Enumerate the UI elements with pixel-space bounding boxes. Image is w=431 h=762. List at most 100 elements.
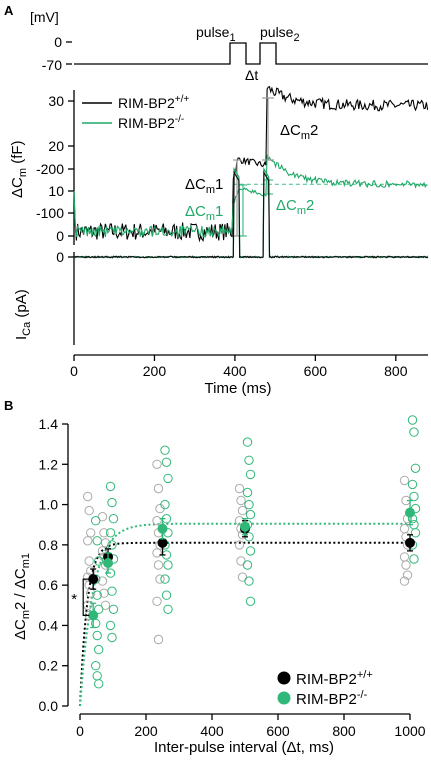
b-raw-point-wt xyxy=(153,560,164,570)
cur-tick-label: 0 xyxy=(56,249,64,265)
current-y-ticks: 0 -100 -200 xyxy=(36,161,74,265)
b-raw-point-wt xyxy=(155,574,165,584)
b-raw-point-wt xyxy=(86,528,96,538)
b-raw-point-wt xyxy=(236,495,246,506)
b-mean-point-ko xyxy=(103,557,114,568)
b-raw-point-ko xyxy=(409,427,419,437)
b-x-tick-label: 800 xyxy=(332,723,356,739)
b-raw-point-ko xyxy=(94,604,104,614)
b-x-tick-label: 0 xyxy=(76,723,84,739)
b-raw-point-ko xyxy=(163,604,173,614)
b-raw-point-ko xyxy=(242,487,253,498)
panel-a-legend: RIM-BP2+/+ RIM-BP2-/- xyxy=(82,94,189,131)
b-raw-point-ko xyxy=(92,536,102,546)
b-y-tick-label: 0.6 xyxy=(39,577,59,593)
voltage-unit-label: [mV] xyxy=(30,9,59,25)
cur-tick-label: -200 xyxy=(36,161,64,177)
b-mean-points xyxy=(88,499,415,629)
b-raw-point-ko xyxy=(107,632,117,643)
cur-tick-label: -100 xyxy=(36,205,64,221)
b-raw-point-ko xyxy=(242,437,253,447)
b-raw-point-wt xyxy=(83,491,93,502)
b-y-tick-label: 1.4 xyxy=(39,416,59,432)
b-raw-point-ko xyxy=(160,574,170,584)
b-fit-wt xyxy=(79,541,410,707)
b-raw-point-wt xyxy=(97,512,108,522)
cap-tick-label: 0 xyxy=(56,228,64,244)
b-raw-point-wt xyxy=(402,570,413,580)
b-raw-points xyxy=(83,415,421,689)
b-raw-point-ko xyxy=(244,576,254,586)
b-raw-point-ko xyxy=(163,560,173,570)
b-legend-wt-marker xyxy=(277,671,291,685)
b-raw-point-ko xyxy=(107,586,117,596)
b-raw-point-ko xyxy=(107,540,117,550)
b-raw-point-ko xyxy=(409,554,419,564)
b-raw-point-ko xyxy=(161,457,172,467)
b-raw-point-ko xyxy=(94,644,104,655)
b-raw-point-wt xyxy=(83,536,93,546)
b-x-tick-label: 600 xyxy=(266,723,290,739)
panel-b-label: B xyxy=(4,398,13,413)
b-raw-point-ko xyxy=(91,516,101,526)
cap-tick-label: 30 xyxy=(48,93,64,109)
b-raw-point-wt xyxy=(97,546,108,556)
b-x-ticks: 0 200 400 600 800 1000 xyxy=(76,714,426,739)
b-x-tick-label: 1000 xyxy=(394,723,425,739)
wt-dcm2-label: ΔCm2 xyxy=(280,122,318,142)
time-x-ticks: 0 200 400 600 800 xyxy=(70,355,408,379)
capacitance-y-label: ΔCm (fF) xyxy=(9,140,29,198)
b-mean-point-ko xyxy=(88,610,99,621)
b-raw-point-ko xyxy=(105,528,116,538)
b-raw-point-wt xyxy=(237,505,248,516)
b-raw-point-wt xyxy=(99,528,109,538)
voltage-tick-0: 0 xyxy=(54,34,62,50)
b-raw-point-ko xyxy=(245,546,256,556)
b-raw-point-wt xyxy=(84,556,94,566)
b-raw-point-wt xyxy=(399,524,410,534)
b-raw-point-ko xyxy=(92,590,102,600)
b-raw-point-ko xyxy=(94,556,104,566)
ko-dcm1-label: ΔCm1 xyxy=(185,203,223,223)
b-raw-point-wt xyxy=(97,576,108,586)
b-raw-point-ko xyxy=(410,463,421,473)
b-legend-wt-label: RIM-BP2+/+ xyxy=(296,669,373,688)
wt-dcm1-label: ΔCm1 xyxy=(185,176,223,196)
b-x-label: Inter-pulse interval (Δt, ms) xyxy=(154,739,334,756)
b-raw-point-ko xyxy=(245,596,256,606)
b-y-tick-label: 0.0 xyxy=(39,698,59,714)
pulse2-label: pulse2 xyxy=(260,24,300,44)
b-raw-point-wt xyxy=(399,552,410,562)
voltage-tick-70: -70 xyxy=(42,57,62,73)
b-raw-point-ko xyxy=(160,499,170,510)
significance-bracket xyxy=(82,578,90,616)
b-raw-point-wt xyxy=(152,596,162,606)
b-raw-point-ko xyxy=(91,661,101,671)
legend-ko-label: RIM-BP2-/- xyxy=(118,114,184,131)
b-raw-point-ko xyxy=(410,528,421,538)
time-x-label: Time (ms) xyxy=(205,380,272,397)
b-raw-point-wt xyxy=(234,483,245,494)
significance-star: * xyxy=(71,591,77,608)
time-tick-label: 200 xyxy=(143,363,167,379)
b-raw-point-ko xyxy=(107,497,117,508)
b-raw-point-wt xyxy=(84,505,94,516)
b-x-tick-label: 200 xyxy=(134,723,158,739)
b-raw-point-ko xyxy=(407,479,418,490)
b-raw-point-ko xyxy=(407,415,418,425)
current-y-label: ICa (pA) xyxy=(13,289,33,340)
voltage-protocol-trace xyxy=(74,42,428,65)
b-y-tick-label: 0.2 xyxy=(39,658,59,674)
b-legend-ko-label: RIM-BP2-/- xyxy=(296,689,368,708)
b-raw-point-ko xyxy=(105,620,116,631)
b-mean-point-ko xyxy=(240,521,250,532)
b-y-tick-label: 1.0 xyxy=(39,497,59,513)
b-y-tick-label: 0.4 xyxy=(39,617,59,633)
b-raw-point-wt xyxy=(153,483,164,494)
b-raw-point-ko xyxy=(105,481,116,492)
capacitance-traces xyxy=(73,85,429,243)
b-raw-point-wt xyxy=(399,576,410,586)
time-tick-label: 800 xyxy=(384,363,408,379)
b-raw-point-ko xyxy=(108,604,119,614)
b-raw-point-ko xyxy=(160,445,170,455)
